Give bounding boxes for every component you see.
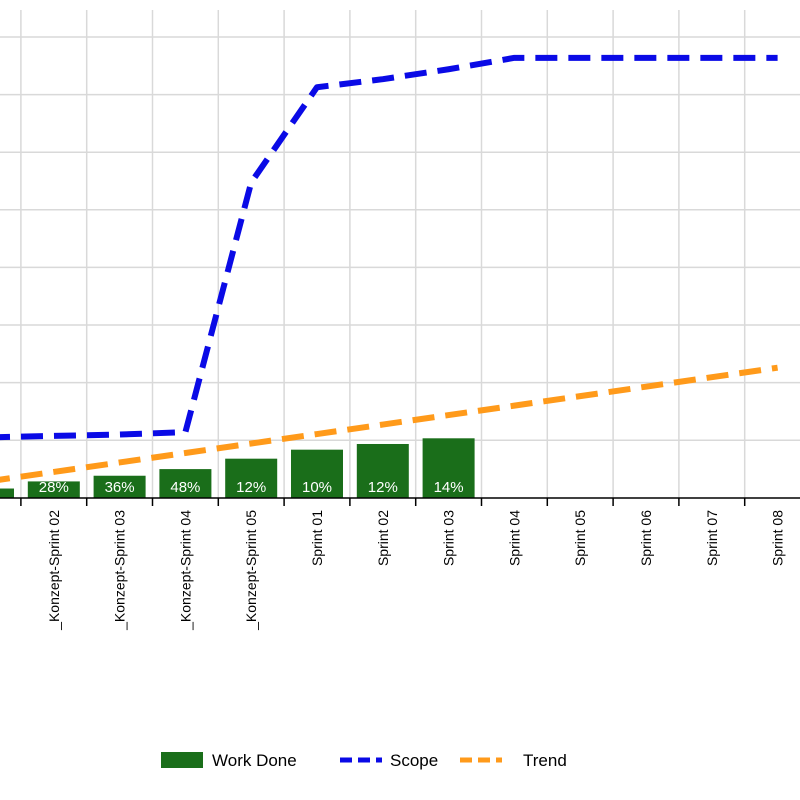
line-scope	[0, 54, 778, 441]
x-tick-label: Sprint 05	[572, 510, 588, 566]
bar-work-done	[422, 438, 475, 498]
x-tick-label: Sprint 02	[375, 510, 391, 566]
bar-work-done	[291, 449, 343, 498]
legend-label: Work Done	[212, 751, 297, 770]
x-tick-label: Sprint 07	[704, 510, 720, 566]
line-trend	[0, 364, 779, 483]
bar-value-label: 48%	[170, 479, 200, 496]
bar-value-label: 12%	[368, 479, 398, 496]
bar-work-done	[0, 488, 14, 498]
x-tick-label: _Konzept-Sprint 02	[46, 510, 62, 631]
legend-swatch-work-done	[161, 752, 203, 768]
bar-value-label: 28%	[39, 479, 69, 496]
bar-value-label: 10%	[302, 479, 332, 496]
bar-value-label: 36%	[105, 479, 135, 496]
x-tick-label: _Konzept-Sprint 03	[112, 510, 128, 631]
x-tick-label: Sprint 03	[441, 510, 457, 566]
bar-work-done	[159, 469, 212, 498]
x-tick-label: _Konzept-Sprint 05	[243, 510, 259, 631]
x-axis	[0, 497, 800, 506]
bar-value-label: 14%	[434, 479, 464, 496]
work-done-bars: 28% 36% 48% 12% 10% 12% 14%	[0, 438, 475, 498]
x-tick-label: _Konzept-Sprint 04	[177, 510, 193, 631]
bar-value-label: 12%	[236, 479, 266, 496]
series-lines	[0, 54, 779, 483]
x-tick-labels: _Konzept-Sprint 01_Konzept-Sprint 02_Kon…	[46, 510, 786, 631]
x-tick-label: Sprint 08	[770, 510, 786, 566]
grid-lines	[0, 10, 800, 498]
legend-label: Trend	[523, 751, 567, 770]
x-tick-label: Sprint 04	[506, 510, 522, 566]
x-tick-label: Sprint 01	[309, 510, 325, 566]
bar-work-done	[93, 475, 146, 498]
x-tick-label: Sprint 06	[638, 510, 654, 566]
bar-work-done	[27, 481, 80, 498]
bar-work-done	[356, 443, 409, 498]
bar-work-done	[225, 458, 278, 498]
legend: Work Done Scope Trend	[161, 751, 567, 770]
legend-label: Scope	[390, 751, 438, 770]
